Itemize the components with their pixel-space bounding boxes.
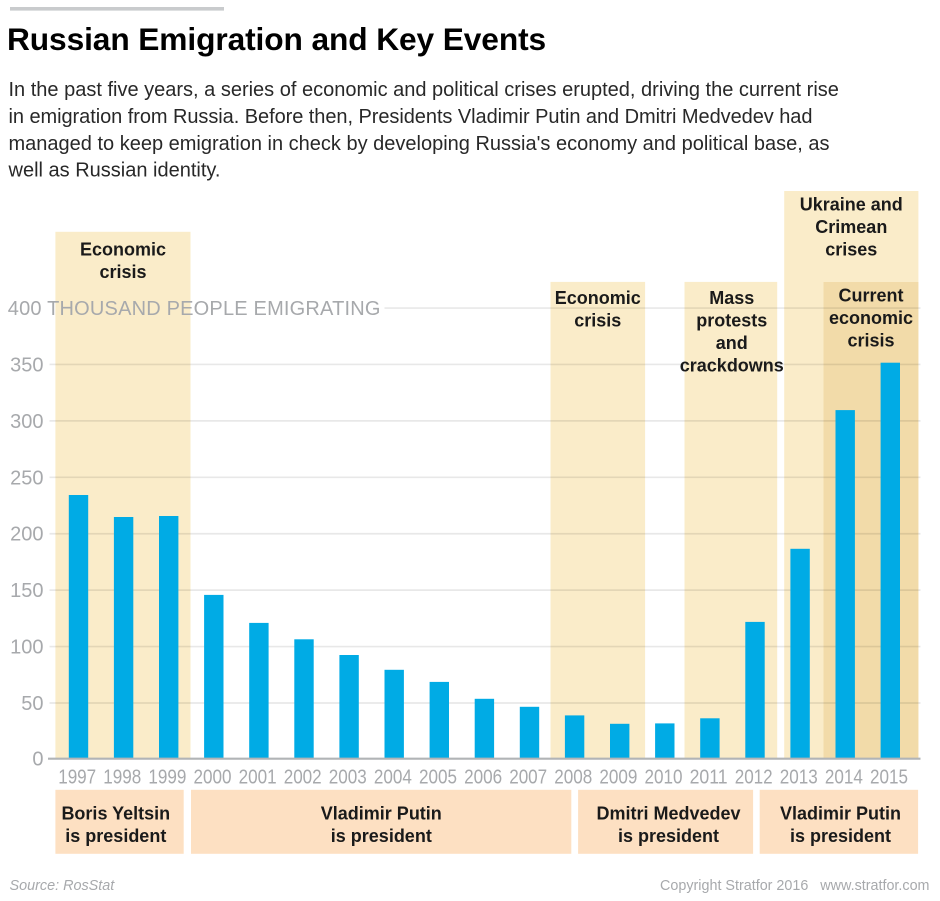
svg-text:350: 350 bbox=[10, 355, 43, 377]
svg-text:50: 50 bbox=[21, 693, 43, 715]
svg-text:150: 150 bbox=[10, 580, 43, 602]
svg-text:2001: 2001 bbox=[239, 767, 277, 789]
svg-text:Economic: Economic bbox=[80, 239, 166, 259]
svg-text:Ukraine and: Ukraine and bbox=[800, 195, 903, 215]
svg-text:2013: 2013 bbox=[780, 767, 818, 789]
svg-text:Economic: Economic bbox=[555, 288, 641, 308]
svg-text:2007: 2007 bbox=[509, 767, 547, 789]
svg-text:crackdowns: crackdowns bbox=[680, 356, 784, 376]
svg-text:200: 200 bbox=[10, 524, 43, 546]
svg-text:2008: 2008 bbox=[554, 767, 592, 789]
svg-text:Vladimir Putin: Vladimir Putin bbox=[780, 803, 901, 823]
svg-text:2004: 2004 bbox=[374, 767, 412, 789]
svg-text:Vladimir Putin: Vladimir Putin bbox=[321, 803, 442, 823]
svg-text:protests: protests bbox=[696, 311, 767, 331]
svg-text:well as Russian identity.: well as Russian identity. bbox=[8, 160, 221, 182]
svg-text:Crimean: Crimean bbox=[815, 217, 887, 237]
svg-text:100: 100 bbox=[10, 637, 43, 659]
svg-text:2006: 2006 bbox=[464, 767, 502, 789]
svg-text:2012: 2012 bbox=[735, 767, 773, 789]
svg-text:Mass: Mass bbox=[709, 288, 754, 308]
svg-text:Source: RosStat: Source: RosStat bbox=[10, 878, 116, 894]
svg-text:2003: 2003 bbox=[329, 767, 367, 789]
svg-text:economic: economic bbox=[829, 308, 913, 328]
svg-text:300: 300 bbox=[10, 411, 43, 433]
svg-text:crises: crises bbox=[825, 240, 877, 260]
svg-text:Copyright Stratfor 2016 www.: Copyright Stratfor 2016 www.stratfor.com bbox=[660, 878, 929, 894]
svg-text:2015: 2015 bbox=[870, 767, 908, 789]
svg-text:is president: is president bbox=[618, 826, 719, 846]
svg-text:is president: is president bbox=[331, 826, 432, 846]
svg-text:managed to keep emigration in: managed to keep emigration in check by d… bbox=[9, 133, 830, 155]
svg-text:is president: is president bbox=[790, 826, 891, 846]
svg-text:Boris Yeltsin: Boris Yeltsin bbox=[61, 803, 170, 823]
svg-text:1999: 1999 bbox=[148, 767, 186, 789]
svg-text:Dmitri Medvedev: Dmitri Medvedev bbox=[596, 803, 740, 823]
svg-text:2014: 2014 bbox=[825, 767, 863, 789]
svg-text:2011: 2011 bbox=[690, 767, 728, 789]
svg-text:crisis: crisis bbox=[847, 331, 894, 351]
svg-text:in emigration from Russia. Bef: in emigration from Russia. Before then, … bbox=[9, 106, 813, 128]
svg-text:1998: 1998 bbox=[103, 767, 141, 789]
svg-text:2005: 2005 bbox=[419, 767, 457, 789]
svg-text:Russian Emigration and Key Eve: Russian Emigration and Key Events bbox=[7, 21, 546, 57]
svg-text:1997: 1997 bbox=[58, 767, 96, 789]
svg-text:In the past five years, a seri: In the past five years, a series of econ… bbox=[9, 79, 839, 101]
svg-text:crisis: crisis bbox=[574, 311, 621, 331]
svg-text:and: and bbox=[716, 333, 748, 353]
svg-text:400 THOUSAND PEOPLE EMIGRATING: 400 THOUSAND PEOPLE EMIGRATING bbox=[8, 298, 381, 320]
svg-text:Current: Current bbox=[838, 286, 903, 306]
svg-text:2000: 2000 bbox=[194, 767, 232, 789]
svg-text:is president: is president bbox=[65, 826, 166, 846]
svg-text:250: 250 bbox=[10, 467, 43, 489]
svg-text:crisis: crisis bbox=[99, 262, 146, 282]
svg-text:2009: 2009 bbox=[599, 767, 637, 789]
svg-text:2002: 2002 bbox=[284, 767, 322, 789]
svg-text:0: 0 bbox=[32, 748, 43, 770]
svg-text:2010: 2010 bbox=[645, 767, 683, 789]
